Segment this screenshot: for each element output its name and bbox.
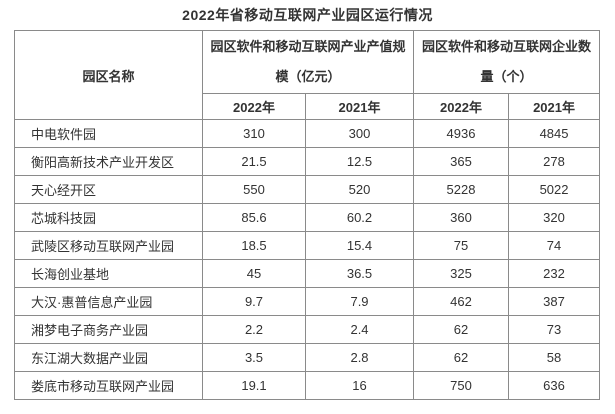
value-cell: 15.4 (304, 231, 415, 260)
value-cell: 21.5 (202, 147, 306, 176)
value-cell: 365 (413, 147, 510, 176)
value-cell: 3.5 (202, 343, 306, 372)
table-row: 湘梦电子商务产业园 2.2 2.4 62 73 (14, 315, 601, 344)
header-year-count-2021: 2021年 (508, 93, 601, 120)
value-cell: 300 (304, 119, 415, 148)
value-cell: 62 (413, 343, 510, 372)
table-title: 2022年省移动互联网产业园区运行情况 (182, 7, 433, 23)
value-cell: 4845 (508, 119, 601, 148)
value-cell: 360 (413, 203, 510, 232)
value-cell: 74 (508, 231, 601, 260)
park-name-cell: 湘梦电子商务产业园 (14, 315, 203, 344)
park-name-cell: 武陵区移动互联网产业园 (14, 231, 203, 260)
table-row: 武陵区移动互联网产业园 18.5 15.4 75 74 (14, 231, 601, 260)
table-row: 中电软件园 310 300 4936 4845 (14, 119, 601, 148)
park-name-cell: 芯城科技园 (14, 203, 203, 232)
header-group-enterprise-count: 园区软件和移动互联网企业数量（个） (413, 30, 601, 94)
value-cell: 387 (508, 287, 601, 316)
value-cell: 9.7 (202, 287, 306, 316)
table-row: 衡阳高新技术产业开发区 21.5 12.5 365 278 (14, 147, 601, 176)
value-cell: 60.2 (304, 203, 415, 232)
table-row: 芯城科技园 85.6 60.2 360 320 (14, 203, 601, 232)
value-cell: 2.4 (304, 315, 415, 344)
park-name-cell: 天心经开区 (14, 175, 203, 204)
header-year-output-2022: 2022年 (202, 93, 306, 120)
header-year-count-2022: 2022年 (413, 93, 510, 120)
year-header-row: 2022年 2021年 2022年 2021年 (15, 93, 601, 120)
value-cell: 310 (202, 119, 306, 148)
table-row: 娄底市移动互联网产业园 19.1 16 750 636 (14, 371, 601, 400)
value-cell: 278 (508, 147, 601, 176)
page: 2022年省移动互联网产业园区运行情况 园区名称 园区软件和移动互联网产业产值规… (14, 7, 601, 400)
value-cell: 520 (304, 175, 415, 204)
value-cell: 45 (202, 259, 306, 288)
table-row: 长海创业基地 45 36.5 325 232 (14, 259, 601, 288)
table-row: 东江湖大数据产业园 3.5 2.8 62 58 (14, 343, 601, 372)
value-cell: 73 (508, 315, 601, 344)
group-header-row: 园区名称 园区软件和移动互联网产业产值规模（亿元） 园区软件和移动互联网企业数量… (14, 30, 601, 120)
value-cell: 2.2 (202, 315, 306, 344)
value-cell: 7.9 (304, 287, 415, 316)
park-name-cell: 大汉·惠普信息产业园 (14, 287, 203, 316)
value-cell: 36.5 (304, 259, 415, 288)
table-row: 天心经开区 550 520 5228 5022 (14, 175, 601, 204)
park-name-cell: 长海创业基地 (14, 259, 203, 288)
value-cell: 62 (413, 315, 510, 344)
value-cell: 2.8 (304, 343, 415, 372)
value-cell: 12.5 (304, 147, 415, 176)
value-cell: 19.1 (202, 371, 306, 400)
value-cell: 5228 (413, 175, 510, 204)
header-group-output-value: 园区软件和移动互联网产业产值规模（亿元） (201, 30, 415, 94)
park-name-cell: 东江湖大数据产业园 (14, 343, 203, 372)
value-cell: 4936 (413, 119, 510, 148)
park-name-cell: 中电软件园 (14, 119, 203, 148)
value-cell: 58 (508, 343, 601, 372)
value-cell: 750 (413, 371, 510, 400)
table-row: 大汉·惠普信息产业园 9.7 7.9 462 387 (14, 287, 601, 316)
table-body: 中电软件园 310 300 4936 4845 衡阳高新技术产业开发区 21.5… (14, 119, 601, 400)
header-park-name: 园区名称 (14, 30, 203, 120)
park-name-cell: 衡阳高新技术产业开发区 (14, 147, 203, 176)
header-year-output-2021: 2021年 (304, 93, 415, 120)
value-cell: 85.6 (202, 203, 306, 232)
value-cell: 75 (413, 231, 510, 260)
park-name-cell: 娄底市移动互联网产业园 (14, 371, 203, 400)
table-header: 园区名称 园区软件和移动互联网产业产值规模（亿元） 园区软件和移动互联网企业数量… (14, 30, 601, 120)
value-cell: 16 (304, 371, 415, 400)
value-cell: 462 (413, 287, 510, 316)
value-cell: 636 (508, 371, 601, 400)
value-cell: 320 (508, 203, 601, 232)
value-cell: 550 (202, 175, 306, 204)
park-data-table: 园区名称 园区软件和移动互联网产业产值规模（亿元） 园区软件和移动互联网企业数量… (14, 30, 601, 400)
value-cell: 325 (413, 259, 510, 288)
value-cell: 232 (508, 259, 601, 288)
value-cell: 5022 (508, 175, 601, 204)
value-cell: 18.5 (202, 231, 306, 260)
